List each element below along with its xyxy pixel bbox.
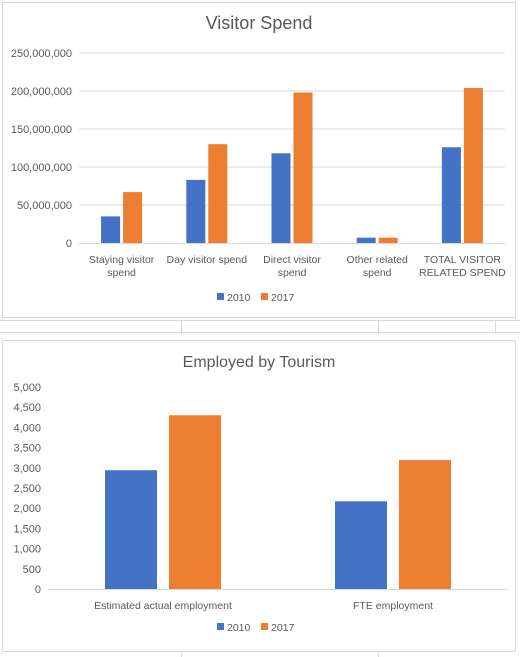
sheet-gridline xyxy=(181,650,182,657)
legend-swatch-2010 xyxy=(217,623,224,630)
category-label: TOTAL VISITOR RELATED SPEND xyxy=(419,254,506,279)
sheet-gridline xyxy=(378,650,379,657)
bar-2017 xyxy=(208,144,228,243)
legend-label: 2010 xyxy=(227,292,251,304)
legend-label: 2017 xyxy=(271,622,295,634)
sheet-gridline xyxy=(0,320,520,321)
y-tick-label: 3,500 xyxy=(13,443,41,455)
category-label-line: spend xyxy=(107,267,136,279)
bar-2017 xyxy=(399,460,451,589)
category-label: Day visitor spend xyxy=(167,254,248,266)
y-tick-label: 4,500 xyxy=(13,402,41,414)
y-tick-label: 0 xyxy=(35,584,41,596)
sheet-gridline xyxy=(0,332,520,333)
category-label-line: spend xyxy=(363,267,392,279)
y-tick-label: 2,000 xyxy=(13,503,41,515)
y-tick-label: 0 xyxy=(66,238,72,250)
bar-2010 xyxy=(335,501,387,589)
bar-2017 xyxy=(463,87,483,244)
y-tick-label: 500 xyxy=(23,564,41,576)
bar-2010 xyxy=(186,179,206,243)
bar-2017 xyxy=(293,92,313,244)
category-label-line: RELATED SPEND xyxy=(419,267,506,279)
legend-label: 2010 xyxy=(227,622,251,634)
category-label: Estimated actual employment xyxy=(94,600,232,612)
y-tick-label: 3,000 xyxy=(13,463,41,475)
category-label-line: spend xyxy=(278,267,307,279)
y-tick-label: 1,000 xyxy=(13,544,41,556)
y-tick-label: 200,000,000 xyxy=(11,86,72,98)
visitor-spend-chart[interactable]: Visitor Spend 0 50,000,000 100,000,000 150,0… xyxy=(2,2,516,318)
bar-2010 xyxy=(356,237,376,243)
bar-2010 xyxy=(105,470,157,589)
legend-swatch-2010 xyxy=(217,293,224,300)
legend-label: 2017 xyxy=(271,292,295,304)
y-tick-label: 150,000,000 xyxy=(11,124,72,136)
legend-swatch-2017 xyxy=(261,293,268,300)
chart-title: Visitor Spend xyxy=(206,13,313,33)
category-label-line: FTE employment xyxy=(353,600,433,612)
sheet-gridline xyxy=(181,320,182,334)
visitor-spend-svg: Visitor Spend 0 50,000,000 100,000,000 150,0… xyxy=(11,13,506,304)
bar-2010 xyxy=(271,153,291,243)
category-label: Staying visitor spend xyxy=(89,254,155,279)
bar-2017 xyxy=(378,237,398,243)
y-tick-label: 4,000 xyxy=(13,422,41,434)
employed-by-tourism-svg: Employed by Tourism 0 500 1,000 1,500 2,000 2,… xyxy=(13,354,508,634)
category-label: FTE employment xyxy=(353,600,433,612)
category-label-line: Estimated actual employment xyxy=(94,600,232,612)
legend-swatch-2017 xyxy=(261,623,268,630)
bar-2017 xyxy=(169,415,221,589)
y-tick-label: 250,000,000 xyxy=(11,48,72,60)
sheet-gridline xyxy=(495,320,496,334)
y-tick-label: 50,000,000 xyxy=(17,200,72,212)
category-label: Other related spend xyxy=(347,254,408,279)
category-label-line: Direct visitor xyxy=(263,254,321,266)
y-tick-label: 5,000 xyxy=(13,382,41,394)
chart-title: Employed by Tourism xyxy=(183,354,336,371)
y-tick-label: 100,000,000 xyxy=(11,162,72,174)
bar-2017 xyxy=(123,192,143,243)
employed-by-tourism-chart[interactable]: Employed by Tourism 0 500 1,000 1,500 2,000 2,… xyxy=(2,340,516,652)
category-label-line: Other related xyxy=(347,254,408,266)
y-tick-label: 2,500 xyxy=(13,483,41,495)
category-label-line: Staying visitor xyxy=(89,254,155,266)
category-label-line: TOTAL VISITOR xyxy=(424,254,502,266)
sheet-gridline xyxy=(378,320,379,334)
bar-2010 xyxy=(101,216,121,243)
category-label-line: Day visitor spend xyxy=(167,254,248,266)
y-tick-label: 1,500 xyxy=(13,523,41,535)
bar-2010 xyxy=(441,147,461,243)
category-label: Direct visitor spend xyxy=(263,254,321,279)
